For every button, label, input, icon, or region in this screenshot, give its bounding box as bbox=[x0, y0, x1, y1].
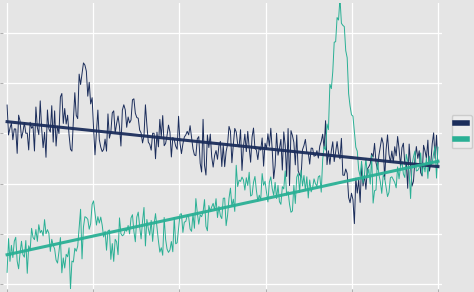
Legend: , : , bbox=[452, 115, 472, 149]
